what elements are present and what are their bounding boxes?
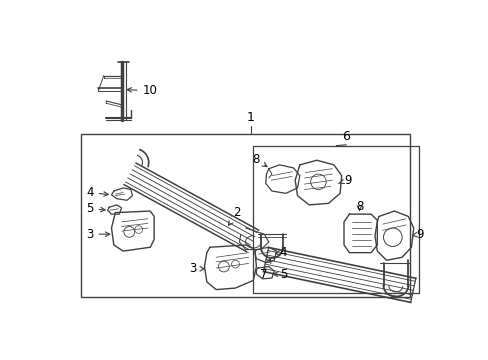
Text: 6: 6 bbox=[342, 130, 349, 143]
Text: 5: 5 bbox=[86, 202, 105, 215]
Text: 9: 9 bbox=[338, 174, 351, 187]
Bar bbox=[253, 145, 418, 293]
Text: 2: 2 bbox=[228, 206, 241, 225]
Text: 5: 5 bbox=[273, 268, 286, 281]
Text: 4: 4 bbox=[86, 186, 108, 199]
Bar bbox=[81, 134, 409, 297]
Text: 1: 1 bbox=[246, 111, 254, 124]
Text: 8: 8 bbox=[252, 153, 266, 167]
Text: 3: 3 bbox=[189, 262, 204, 275]
Text: 10: 10 bbox=[127, 85, 157, 98]
Text: 7: 7 bbox=[260, 259, 270, 281]
Text: 4: 4 bbox=[275, 246, 286, 259]
Text: 8: 8 bbox=[355, 200, 363, 213]
Text: 9: 9 bbox=[412, 228, 423, 240]
Text: 3: 3 bbox=[86, 228, 110, 240]
